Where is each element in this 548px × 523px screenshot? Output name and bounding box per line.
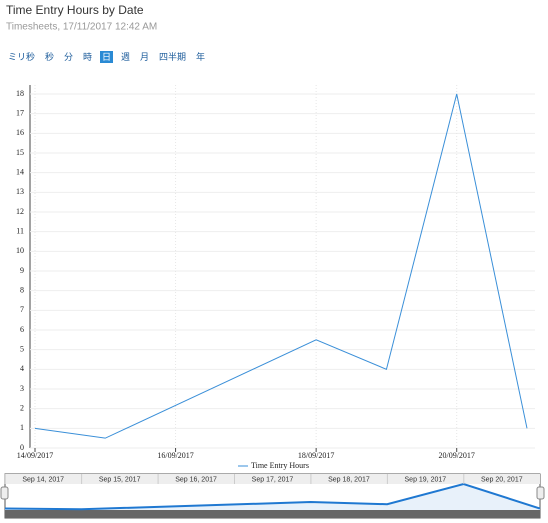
navigator-header	[5, 474, 540, 484]
range-button[interactable]	[100, 51, 113, 63]
navigator-label: Sep 20, 2017	[481, 476, 523, 483]
chart-title: Time Entry Hours by Date	[6, 3, 144, 17]
navigator-line	[4, 482, 541, 511]
navigator-handle[interactable]	[536, 486, 545, 500]
range-button-label[interactable]: 年	[196, 51, 205, 62]
y-tick-label: 17	[16, 108, 24, 117]
x-tick-label: 20/09/2017	[438, 451, 474, 460]
range-button-label[interactable]: 分	[64, 52, 73, 62]
y-tick-label: 11	[16, 226, 24, 235]
navigator-label: Sep 19, 2017	[405, 476, 447, 483]
range-button-label[interactable]: 月	[140, 52, 149, 62]
x-tick-label: 18/09/2017	[298, 451, 334, 460]
y-tick-label: 7	[20, 305, 24, 314]
y-tick-label: 10	[16, 246, 24, 255]
navigator-label: Sep 14, 2017	[22, 476, 64, 483]
navigator-scrollbar[interactable]	[5, 510, 540, 518]
legend-label: Time Entry Hours	[251, 461, 309, 470]
navigator-label: Sep 18, 2017	[328, 476, 370, 483]
range-button-label[interactable]: 時	[83, 52, 92, 62]
y-tick-label: 1	[20, 423, 24, 432]
series-line	[34, 93, 528, 439]
y-tick-label: 15	[16, 148, 24, 157]
y-tick-label: 5	[20, 344, 24, 353]
y-tick-label: 16	[16, 128, 24, 137]
y-tick-label: 6	[20, 325, 24, 334]
chart-subtitle: Timesheets, 17/11/2017 12:42 AM	[6, 22, 157, 33]
navigator-label: Sep 16, 2017	[175, 476, 217, 483]
range-button-label[interactable]: ミリ秒	[8, 51, 35, 62]
x-tick-label: 14/09/2017	[17, 451, 53, 460]
y-tick-label: 4	[20, 364, 24, 373]
y-tick-label: 0	[20, 443, 24, 452]
range-button-label[interactable]: 秒	[45, 51, 54, 62]
range-button-label[interactable]: 四半期	[159, 51, 186, 62]
y-tick-label: 3	[20, 384, 24, 393]
y-tick-label: 9	[20, 266, 24, 275]
y-tick-label: 14	[16, 167, 24, 176]
y-tick-label: 12	[16, 207, 24, 216]
navigator-label: Sep 17, 2017	[252, 476, 294, 483]
navigator-label: Sep 15, 2017	[99, 476, 141, 483]
y-tick-label: 18	[16, 89, 24, 98]
y-tick-label: 13	[16, 187, 24, 196]
y-tick-label: 2	[20, 403, 24, 412]
y-tick-label: 8	[20, 285, 24, 294]
navigator-area	[5, 484, 540, 510]
range-button-label[interactable]: 週	[121, 52, 130, 62]
navigator-handle[interactable]	[0, 486, 9, 500]
range-button-label[interactable]: 日	[102, 52, 111, 62]
x-tick-label: 16/09/2017	[157, 451, 193, 460]
